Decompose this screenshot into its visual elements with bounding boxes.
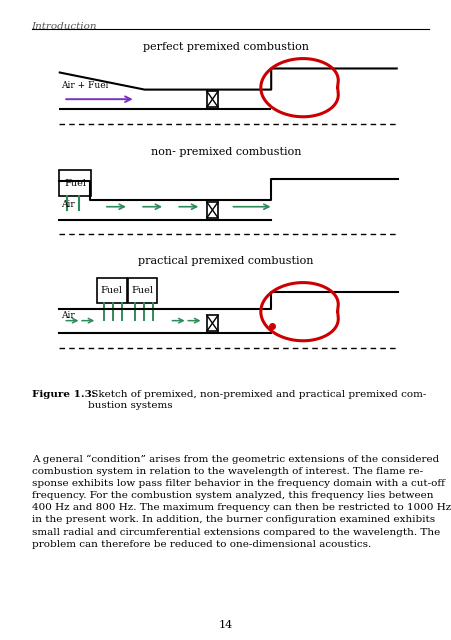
Text: Fuel: Fuel bbox=[101, 286, 123, 295]
Text: Fuel: Fuel bbox=[64, 179, 86, 188]
Text: perfect premixed combustion: perfect premixed combustion bbox=[143, 42, 308, 52]
Text: Air + Fuel: Air + Fuel bbox=[61, 81, 108, 90]
Text: Introduction: Introduction bbox=[32, 22, 97, 31]
Text: 14: 14 bbox=[218, 621, 233, 630]
Text: A general “condition” arises from the geometric extensions of the considered
com: A general “condition” arises from the ge… bbox=[32, 454, 450, 548]
Text: practical premixed combustion: practical premixed combustion bbox=[138, 256, 313, 266]
Bar bbox=[207, 202, 218, 218]
Text: Air: Air bbox=[61, 311, 74, 320]
Bar bbox=[97, 278, 126, 303]
Text: Sketch of premixed, non-premixed and practical premixed com-
bustion systems: Sketch of premixed, non-premixed and pra… bbox=[88, 390, 426, 410]
Bar bbox=[207, 92, 218, 107]
Bar bbox=[207, 315, 218, 332]
Text: Fuel: Fuel bbox=[131, 286, 153, 295]
Bar bbox=[59, 170, 91, 196]
Text: non- premixed combustion: non- premixed combustion bbox=[151, 147, 300, 157]
Text: Figure 1.3:: Figure 1.3: bbox=[32, 390, 95, 399]
Text: Air: Air bbox=[61, 200, 74, 209]
Bar bbox=[128, 278, 157, 303]
